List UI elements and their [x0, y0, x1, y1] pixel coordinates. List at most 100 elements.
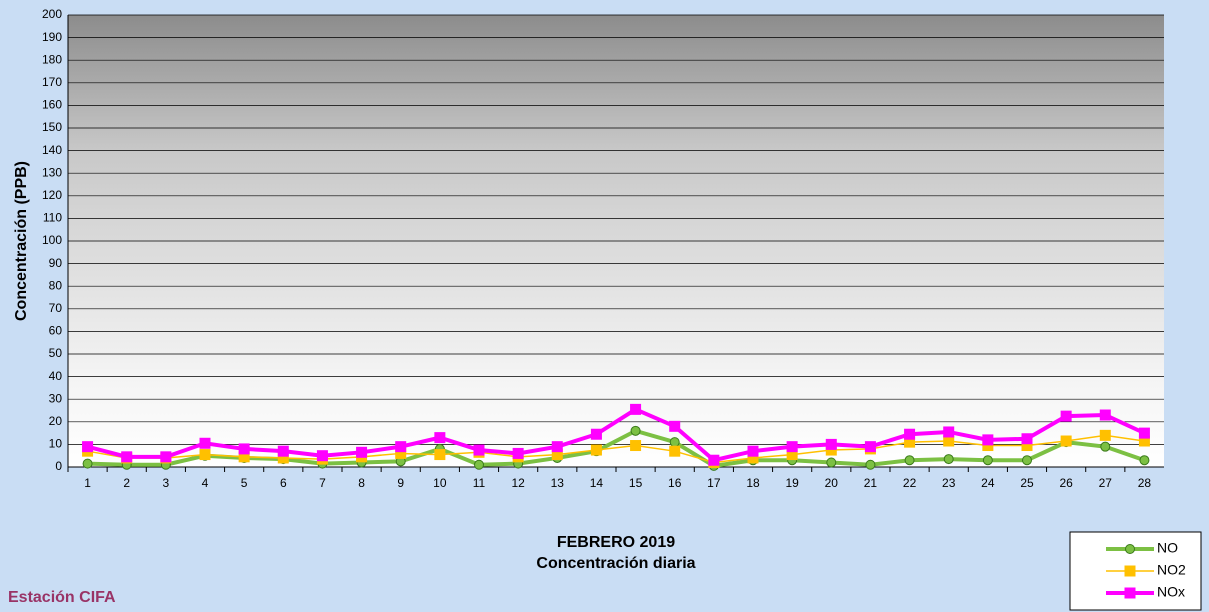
data-point — [552, 442, 562, 452]
x-axis-label: FEBRERO 2019 — [557, 534, 675, 551]
y-tick-label: 110 — [43, 211, 62, 225]
x-tick-label: 14 — [590, 476, 604, 490]
data-point — [631, 426, 640, 435]
data-point — [1100, 410, 1110, 420]
x-tick-label: 27 — [1099, 476, 1113, 490]
y-tick-label: 30 — [49, 391, 63, 405]
x-tick-label: 15 — [629, 476, 643, 490]
y-tick-label: 150 — [42, 120, 62, 134]
data-point — [905, 429, 915, 439]
data-point — [317, 451, 327, 461]
chart: Concentración (PPB) FEBRERO 2019 Concent… — [0, 0, 1209, 612]
data-point — [200, 450, 210, 460]
legend-marker — [1126, 545, 1135, 554]
station-label: Estación CIFA — [8, 589, 116, 606]
data-point — [631, 404, 641, 414]
x-tick-label: 19 — [785, 476, 799, 490]
x-tick-label: 28 — [1138, 476, 1152, 490]
y-tick-label: 20 — [49, 414, 63, 428]
y-axis-label: Concentración (PPB) — [13, 161, 30, 321]
y-tick-label: 120 — [42, 188, 62, 202]
y-tick-label: 190 — [42, 30, 62, 44]
data-point — [1100, 430, 1110, 440]
x-tick-label: 2 — [123, 476, 130, 490]
x-tick-label: 12 — [511, 476, 525, 490]
data-point — [866, 460, 875, 469]
x-tick-label: 3 — [163, 476, 170, 490]
legend-label: NO — [1157, 540, 1178, 556]
data-point — [1061, 411, 1071, 421]
data-point — [748, 446, 758, 456]
data-point — [357, 447, 367, 457]
data-point — [435, 450, 445, 460]
x-tick-label: 20 — [825, 476, 839, 490]
legend-marker — [1125, 566, 1135, 576]
data-point — [1022, 434, 1032, 444]
data-point — [591, 445, 601, 455]
x-tick-label: 8 — [358, 476, 365, 490]
x-tick-label: 7 — [319, 476, 326, 490]
data-point — [435, 433, 445, 443]
data-point — [709, 455, 719, 465]
data-point — [122, 452, 132, 462]
x-tick-label: 25 — [1020, 476, 1034, 490]
data-point — [826, 439, 836, 449]
y-tick-label: 200 — [42, 7, 62, 21]
data-point — [1023, 456, 1032, 465]
data-point — [396, 442, 406, 452]
y-tick-label: 10 — [49, 437, 63, 451]
data-point — [1139, 428, 1149, 438]
y-tick-label: 0 — [55, 459, 62, 473]
data-point — [1101, 442, 1110, 451]
x-tick-label: 23 — [942, 476, 956, 490]
data-point — [83, 459, 92, 468]
data-point — [239, 444, 249, 454]
x-tick-label: 22 — [903, 476, 917, 490]
x-tick-label: 16 — [668, 476, 682, 490]
data-point — [670, 438, 679, 447]
y-tick-label: 60 — [49, 324, 63, 338]
x-tick-label: 4 — [202, 476, 209, 490]
x-tick-label: 21 — [864, 476, 878, 490]
data-point — [474, 445, 484, 455]
y-tick-label: 130 — [42, 165, 62, 179]
data-point — [278, 446, 288, 456]
data-point — [827, 458, 836, 467]
y-tick-label: 50 — [49, 346, 63, 360]
x-tick-label: 18 — [746, 476, 760, 490]
data-point — [905, 456, 914, 465]
x-tick-label: 17 — [707, 476, 721, 490]
data-point — [475, 460, 484, 469]
x-tick-label: 5 — [241, 476, 248, 490]
x-tick-label: 13 — [551, 476, 565, 490]
data-point — [983, 456, 992, 465]
data-point — [944, 436, 954, 446]
data-point — [1140, 456, 1149, 465]
data-point — [591, 429, 601, 439]
y-tick-label: 160 — [42, 98, 62, 112]
x-tick-label: 9 — [397, 476, 404, 490]
data-point — [161, 452, 171, 462]
y-tick-label: 40 — [49, 369, 63, 383]
y-tick-label: 140 — [42, 143, 62, 157]
data-point — [670, 421, 680, 431]
data-point — [787, 442, 797, 452]
data-point — [865, 442, 875, 452]
x-tick-label: 11 — [473, 476, 486, 490]
subtitle: Concentración diaria — [536, 555, 695, 572]
data-point — [83, 442, 93, 452]
legend-label: NOx — [1157, 584, 1185, 600]
x-tick-label: 24 — [981, 476, 995, 490]
y-tick-label: 100 — [42, 233, 62, 247]
data-point — [670, 446, 680, 456]
legend-label: NO2 — [1157, 562, 1186, 578]
y-tick-label: 90 — [49, 256, 63, 270]
data-point — [944, 455, 953, 464]
data-point — [200, 438, 210, 448]
x-tick-label: 6 — [280, 476, 287, 490]
x-tick-label: 26 — [1059, 476, 1073, 490]
data-point — [513, 448, 523, 458]
y-tick-label: 170 — [42, 75, 62, 89]
y-tick-label: 70 — [49, 301, 63, 315]
x-tick-label: 1 — [84, 476, 91, 490]
